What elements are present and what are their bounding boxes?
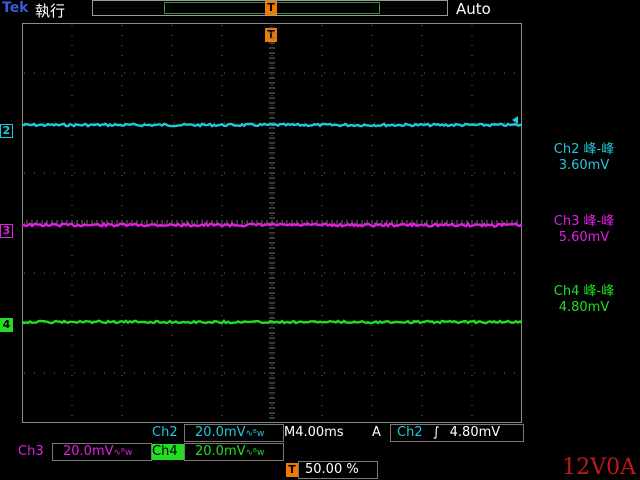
trigger-position-top-marker[interactable]: T (265, 1, 277, 15)
trigger-level-arrow (512, 116, 518, 124)
ch4-measurement-label: Ch4 峰-峰 (553, 284, 615, 299)
ch2-measurement-value: 3.60mV (558, 158, 610, 173)
ch3-measurement-value: 5.60mV (558, 230, 610, 245)
ch3-scale-box[interactable]: 20.0mV∿ᴮw (52, 443, 152, 461)
ch3-scale: 20.0mV (63, 444, 114, 459)
ch4-trace (22, 319, 522, 325)
bw-limit-icon: ∿ᴮw (245, 429, 265, 439)
ch4-label: Ch4 (152, 444, 184, 460)
timebase[interactable]: M4.00ms (284, 425, 344, 440)
brand-logo: Tek (2, 0, 29, 16)
ch3-trace (22, 221, 522, 228)
ch3-label: Ch3 (18, 444, 44, 459)
trigger-source: Ch2 (397, 425, 423, 440)
bw-limit-icon: ∿ᴮw (113, 448, 133, 458)
trigger-level: 4.80mV (449, 425, 501, 440)
bw-limit-icon: ∿ᴮw (245, 448, 265, 458)
ch3-measurement: Ch3 峰-峰 5.60mV (528, 214, 640, 246)
record-length-bar (92, 0, 448, 16)
ch4-marker[interactable]: 4 (0, 318, 13, 332)
trigger-slope-icon: ∫ (432, 425, 440, 440)
ch2-scale: 20.0mV (195, 425, 246, 440)
trigger-position-value: 50.00 % (305, 462, 359, 477)
ch2-measurement-label: Ch2 峰-峰 (553, 142, 615, 157)
trigger-position-icon: T (286, 463, 298, 477)
overlay-label: 12V0A (562, 455, 636, 480)
ch2-marker[interactable]: 2 (0, 124, 13, 138)
ch3-marker[interactable]: 3 (0, 224, 13, 238)
grid-lines (22, 23, 518, 419)
trigger-mode: A (372, 425, 381, 440)
ch4-scale: 20.0mV (195, 444, 246, 459)
ch4-measurement: Ch4 峰-峰 4.80mV (528, 284, 640, 316)
ch4-scale-box[interactable]: 20.0mV∿ᴮw (184, 443, 284, 461)
acquire-mode: Auto (456, 0, 491, 18)
ch2-label: Ch2 (152, 425, 178, 440)
ch2-trace (22, 122, 522, 128)
waveform-graticule (22, 23, 522, 423)
ch2-measurement: Ch2 峰-峰 3.60mV (528, 142, 640, 174)
ch2-scale-box[interactable]: 20.0mV∿ᴮw (184, 424, 284, 442)
ch4-measurement-value: 4.80mV (558, 300, 610, 315)
run-state: 執行 (35, 2, 66, 20)
trigger-position[interactable]: 50.00 % (298, 461, 378, 479)
ch3-measurement-label: Ch3 峰-峰 (553, 214, 615, 229)
trigger-readout-box[interactable]: Ch2 ∫ 4.80mV (390, 424, 524, 442)
